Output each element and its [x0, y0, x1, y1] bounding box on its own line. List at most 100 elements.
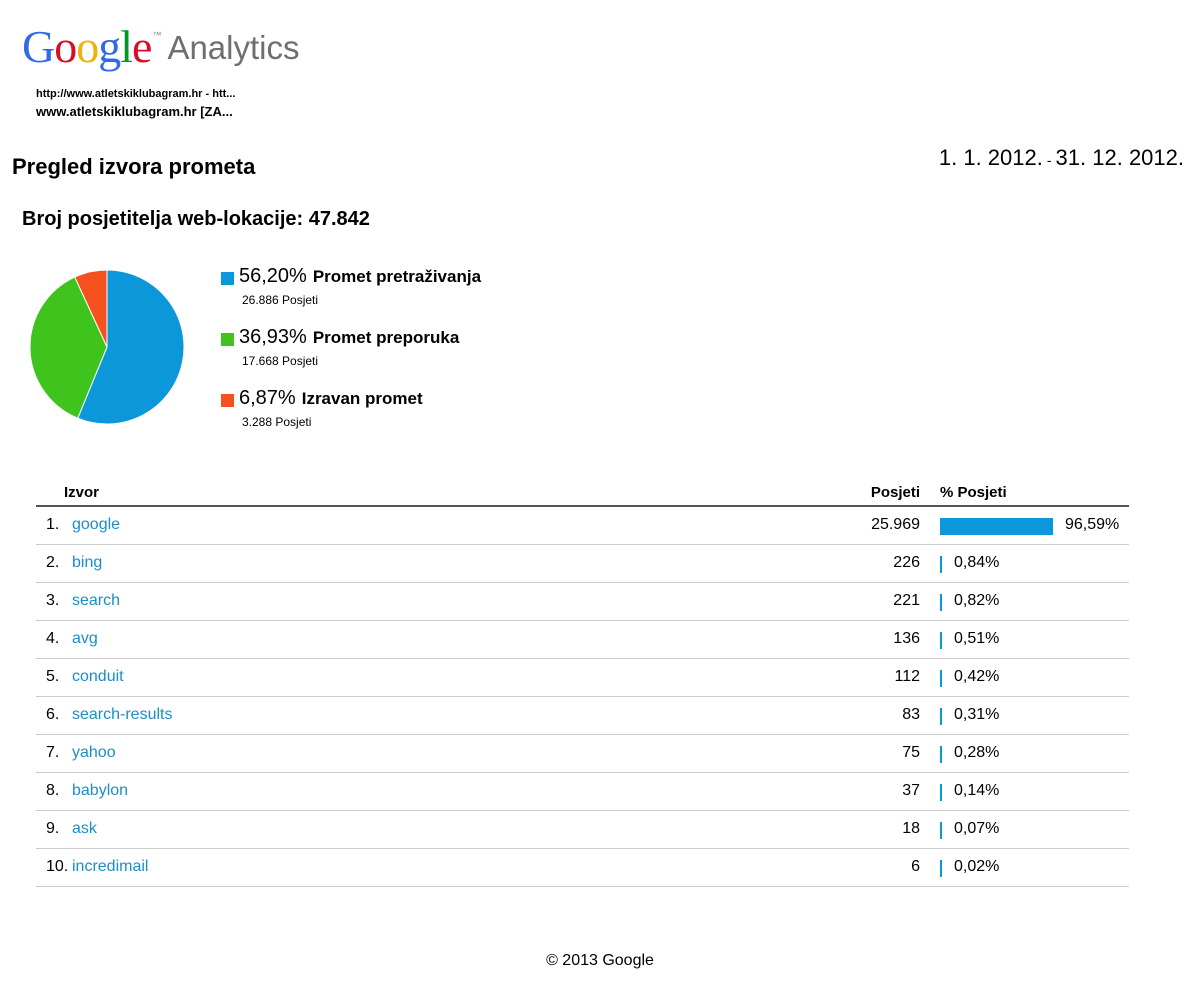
percent-bar	[940, 632, 942, 649]
date-separator: -	[1046, 152, 1052, 168]
date-end: 31. 12. 2012.	[1055, 145, 1184, 170]
percent-bar	[940, 594, 942, 611]
percent-value: 0,82%	[954, 592, 1000, 609]
row-index: 5.	[46, 668, 60, 685]
row-index: 10.	[46, 858, 69, 875]
percent-value: 0,51%	[954, 630, 1000, 647]
legend-percent-value: 6,87%	[239, 387, 296, 409]
table-row: 5. conduit 112 0,42%	[36, 659, 1129, 697]
visitor-count: Broj posjetitelja web-lokacije: 47.842	[22, 208, 370, 230]
percent-bar	[940, 822, 942, 839]
legend-percent-value: 56,20%	[239, 265, 307, 287]
percent-value: 0,07%	[954, 820, 1000, 837]
source-link[interactable]: avg	[72, 630, 98, 647]
header-visits: Posjeti	[870, 484, 920, 501]
table-header: Izvor Posjeti % Posjeti	[36, 480, 1129, 507]
site-url: http://www.atletskiklubagram.hr - htt...	[36, 88, 236, 100]
trademark-symbol: ™	[152, 30, 162, 40]
row-index: 2.	[46, 554, 60, 571]
logo-letter: o	[76, 21, 99, 72]
visits-value: 6	[911, 858, 920, 875]
table-row: 10. incredimail 6 0,02%	[36, 849, 1129, 887]
source-link[interactable]: google	[72, 516, 121, 533]
legend-swatch	[221, 272, 234, 285]
legend-swatch	[221, 394, 234, 407]
row-index: 3.	[46, 592, 60, 609]
table-row: 8. babylon 37 0,14%	[36, 773, 1129, 811]
date-start: 1. 1. 2012.	[938, 145, 1043, 170]
table-row: 4. avg 136 0,51%	[36, 621, 1129, 659]
percent-value: 0,42%	[954, 668, 1000, 685]
legend-count: 3.288 Posjeti	[242, 415, 312, 429]
legend-percent: 56,20% Promet pretraživanja	[239, 265, 481, 288]
source-link[interactable]: search-results	[72, 706, 173, 723]
header-percent-visits: % Posjeti	[940, 484, 1007, 501]
row-index: 7.	[46, 744, 60, 761]
source-link[interactable]: ask	[72, 820, 97, 837]
percent-value: 0,02%	[954, 858, 1000, 875]
logo-letter: o	[54, 21, 77, 72]
table-row: 3. search 221 0,82%	[36, 583, 1129, 621]
header-source: Izvor	[64, 484, 100, 501]
table-row: 7. yahoo 75 0,28%	[36, 735, 1129, 773]
traffic-sources-pie-chart	[29, 269, 185, 425]
legend-label: Izravan promet	[301, 389, 423, 408]
source-link[interactable]: bing	[72, 554, 103, 571]
row-index: 4.	[46, 630, 60, 647]
row-index: 8.	[46, 782, 60, 799]
date-range: 1. 1. 2012. -31. 12. 2012.	[939, 145, 1184, 171]
visits-value: 83	[902, 706, 920, 723]
legend-percent: 6,87% Izravan promet	[239, 387, 423, 410]
row-index: 6.	[46, 706, 60, 723]
page-title: Pregled izvora prometa	[12, 154, 256, 179]
visits-value: 112	[894, 668, 920, 685]
logo-letter: g	[98, 21, 121, 72]
legend-count: 17.668 Posjeti	[242, 354, 319, 368]
source-link[interactable]: search	[72, 592, 121, 609]
google-analytics-logo: Google™ Analytics	[22, 22, 300, 72]
percent-value: 0,28%	[954, 744, 1000, 761]
legend-label: Promet preporuka	[312, 328, 460, 347]
visits-value: 221	[893, 592, 920, 609]
percent-bar	[940, 708, 942, 725]
visits-value: 226	[893, 554, 920, 571]
percent-bar	[940, 784, 942, 801]
percent-value: 96,59%	[1065, 516, 1120, 533]
percent-value: 0,84%	[954, 554, 1000, 571]
percent-bar	[940, 860, 942, 877]
legend-swatch	[221, 333, 234, 346]
table-row: 1. google 25.969 96,59%	[36, 507, 1129, 545]
site-name: www.atletskiklubagram.hr [ZA...	[36, 104, 233, 119]
visits-value: 75	[902, 744, 920, 761]
pie-slice	[29, 276, 108, 419]
visits-value: 136	[893, 630, 920, 647]
source-link[interactable]: incredimail	[72, 858, 149, 875]
table-row: 6. search-results 83 0,31%	[36, 697, 1129, 735]
percent-bar	[940, 518, 1053, 535]
legend-label: Promet pretraživanja	[312, 267, 482, 286]
percent-value: 0,31%	[954, 706, 1000, 723]
percent-bar	[940, 670, 942, 687]
footer-copyright: © 2013 Google	[546, 952, 654, 969]
logo-letter: e	[132, 21, 152, 72]
table-body: 1. google 25.969 96,59% 2. bing 226 0,84% 3. sear…	[36, 507, 1129, 887]
visits-value: 37	[902, 782, 920, 799]
percent-value: 0,14%	[954, 782, 1000, 799]
source-link[interactable]: babylon	[72, 782, 129, 799]
legend-count: 26.886 Posjeti	[242, 293, 319, 307]
legend-percent: 36,93% Promet preporuka	[239, 326, 459, 349]
row-index: 9.	[46, 820, 60, 837]
percent-bar	[940, 556, 942, 573]
logo-letter: G	[22, 21, 55, 72]
sources-table: Izvor Posjeti % Posjeti 1. google 25.969 96…	[36, 480, 1129, 887]
table-row: 9. ask 18 0,07%	[36, 811, 1129, 849]
source-link[interactable]: yahoo	[72, 744, 116, 761]
source-link[interactable]: conduit	[72, 668, 124, 685]
logo-letter: l	[120, 21, 133, 72]
pie-slice	[74, 269, 108, 348]
legend-percent-value: 36,93%	[239, 326, 307, 348]
pie-slice	[77, 269, 185, 425]
table-row: 2. bing 226 0,84%	[36, 545, 1129, 583]
row-index: 1.	[46, 516, 60, 533]
google-wordmark: Google	[22, 21, 152, 72]
